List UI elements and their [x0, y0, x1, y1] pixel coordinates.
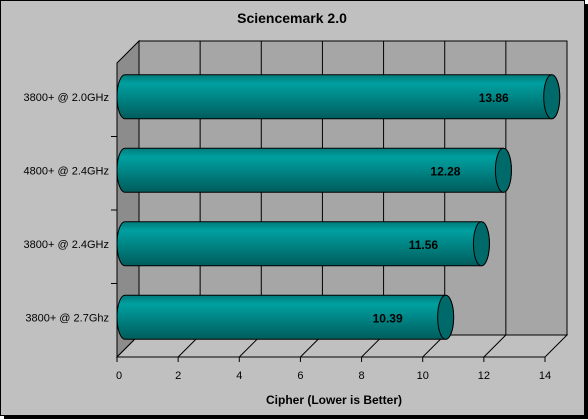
x-tick-label: 4: [236, 370, 242, 382]
chart-svg: Sciencemark 2.0 0 2 4 6 8 10 12 14 3800+ @ 2.0GH…: [24, 10, 569, 407]
x-tick-label: 6: [297, 370, 303, 382]
x-axis-label: Cipher (Lower is Better): [266, 393, 402, 407]
category-label: 3800+ @ 2.0GHz: [24, 92, 109, 104]
bar-end-cap: [494, 147, 512, 193]
bar: [116, 294, 455, 340]
bar-end-cap: [472, 221, 490, 267]
chart-title: Sciencemark 2.0: [237, 10, 347, 26]
bar-end-cap: [543, 74, 561, 120]
category-label: 3800+ @ 2.7Ghz: [25, 312, 109, 324]
x-tick-label: 0: [116, 370, 122, 382]
frame-shadow-right: [585, 4, 588, 419]
data-label: 10.39: [373, 311, 403, 325]
plot-area: 0 2 4 6 8 10 12 14 3800+ @ 2.0GHz 13.86 4800+ @ 2.…: [24, 39, 569, 382]
data-label: 11.56: [409, 238, 439, 252]
data-label: 13.86: [479, 91, 509, 105]
category-label: 4800+ @ 2.4GHz: [24, 165, 109, 177]
data-label: 12.28: [430, 164, 460, 178]
floor-gridline: [483, 334, 507, 358]
frame-shadow-bottom: [4, 416, 588, 419]
x-tick-label: 14: [539, 370, 551, 382]
x-tick-label: 8: [359, 370, 365, 382]
x-tick-label: 12: [478, 370, 490, 382]
category-label: 3800+ @ 2.4GHz: [24, 239, 109, 251]
x-tick-label: 2: [175, 370, 181, 382]
x-tick-label: 10: [417, 370, 429, 382]
bar-end-cap: [437, 294, 455, 340]
